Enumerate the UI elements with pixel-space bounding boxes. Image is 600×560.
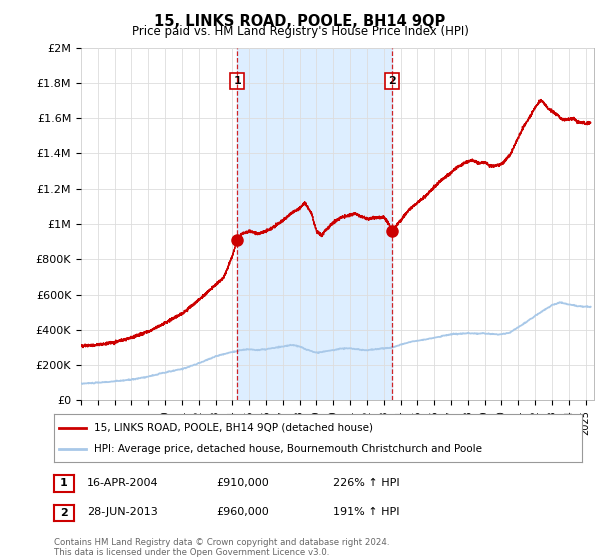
Text: 2: 2 bbox=[388, 76, 396, 86]
Text: Price paid vs. HM Land Registry's House Price Index (HPI): Price paid vs. HM Land Registry's House … bbox=[131, 25, 469, 38]
Text: 2: 2 bbox=[60, 508, 68, 518]
Text: £910,000: £910,000 bbox=[216, 478, 269, 488]
Text: 28-JUN-2013: 28-JUN-2013 bbox=[87, 507, 158, 517]
Text: HPI: Average price, detached house, Bournemouth Christchurch and Poole: HPI: Average price, detached house, Bour… bbox=[94, 444, 482, 454]
Text: 1: 1 bbox=[60, 478, 68, 488]
Text: 16-APR-2004: 16-APR-2004 bbox=[87, 478, 158, 488]
Bar bbox=[237, 48, 392, 400]
Text: 15, LINKS ROAD, POOLE, BH14 9QP: 15, LINKS ROAD, POOLE, BH14 9QP bbox=[154, 14, 446, 29]
Text: Contains HM Land Registry data © Crown copyright and database right 2024.
This d: Contains HM Land Registry data © Crown c… bbox=[54, 538, 389, 557]
Text: 191% ↑ HPI: 191% ↑ HPI bbox=[333, 507, 400, 517]
Text: 1: 1 bbox=[233, 76, 241, 86]
Text: 15, LINKS ROAD, POOLE, BH14 9QP (detached house): 15, LINKS ROAD, POOLE, BH14 9QP (detache… bbox=[94, 423, 373, 433]
Text: £960,000: £960,000 bbox=[216, 507, 269, 517]
Text: 226% ↑ HPI: 226% ↑ HPI bbox=[333, 478, 400, 488]
